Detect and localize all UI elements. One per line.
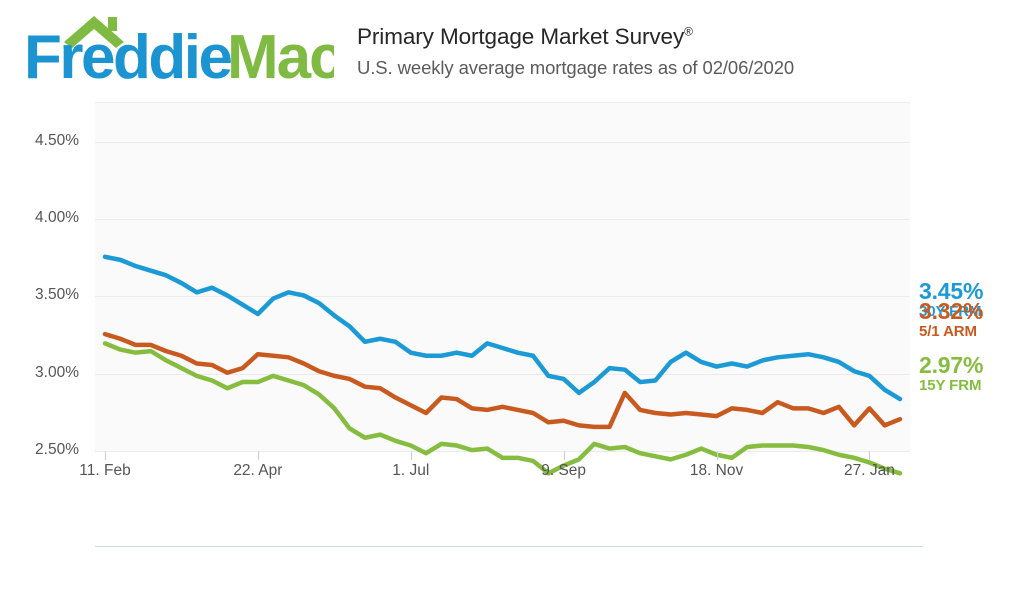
svg-text:Freddie: Freddie [24, 23, 231, 88]
series-end-label: 3.32% 5/1 ARM [919, 299, 983, 342]
house-roof-icon [64, 16, 124, 48]
page-subtitle: U.S. weekly average mortgage rates as of… [357, 56, 795, 78]
x-axis-tick [869, 451, 871, 460]
x-axis-tick-label: 22. Apr [233, 462, 283, 479]
svg-text:Mac: Mac [227, 23, 334, 88]
x-axis-tick [410, 451, 412, 460]
page-header: Freddie Mac Primary Mortgage Market Surv… [0, 0, 1024, 96]
gridline [95, 451, 910, 452]
page-title-text: Primary Mortgage Market Survey [357, 24, 685, 49]
x-axis-tick [257, 451, 259, 460]
x-axis-tick-label: 27. Jan [843, 462, 895, 479]
chart-page: Freddie Mac Primary Mortgage Market Surv… [0, 0, 1024, 547]
x-axis-tick [105, 451, 106, 460]
series-end-value: 3.32% [919, 298, 984, 325]
y-axis-tick-label: 3.00% [35, 363, 79, 381]
x-axis-line [95, 546, 923, 547]
series-end-name: 30Y FRM [919, 303, 982, 321]
y-axis-tick-label: 4.00% [35, 209, 79, 226]
y-axis-tick-label: 2.50% [35, 441, 79, 458]
x-axis-tick-label: 11. Feb [79, 462, 131, 479]
y-axis-tick-label: 3.50% [35, 286, 79, 304]
series-end-label: 2.97% 15Y FRM [919, 353, 983, 396]
gridline [95, 296, 910, 298]
y-axis-tick-label: 4.50% [35, 131, 79, 149]
series-end-value: 2.97% [919, 352, 984, 379]
gridline [95, 141, 910, 143]
gridline [95, 219, 910, 220]
page-title: Primary Mortgage Market Survey® [357, 24, 794, 51]
x-axis-tick [563, 451, 565, 460]
freddie-mac-logo: Freddie Mac [24, 8, 334, 88]
gridline [95, 373, 910, 375]
x-axis-tick-label: 18. Nov [689, 462, 744, 479]
title-block: Primary Mortgage Market Survey® U.S. wee… [357, 24, 794, 79]
registered-mark: ® [684, 24, 693, 39]
x-axis-tick-label: 1. Jul [392, 462, 430, 479]
series-end-label: 3.45% 30Y FRM [919, 279, 983, 322]
plot-background [95, 102, 910, 452]
series-end-name: 5/1 ARM [919, 323, 977, 341]
x-axis-tick [716, 451, 718, 460]
chart-area [0, 96, 1024, 547]
series-end-name: 15Y FRM [919, 377, 982, 395]
x-axis-tick-label: 9. Sep [541, 462, 587, 479]
series-end-value: 3.45% [919, 278, 984, 305]
